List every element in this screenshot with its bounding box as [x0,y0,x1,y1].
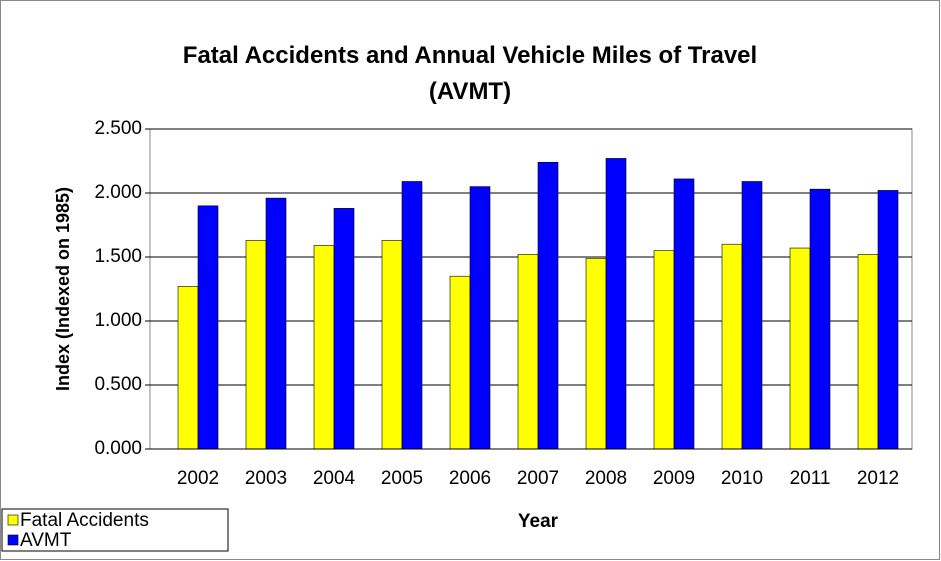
bar [245,240,267,450]
bar [381,240,403,450]
legend-label: AVMT [20,530,72,551]
bar [449,275,471,450]
bar [789,247,811,450]
x-tick-label: 2003 [245,468,287,489]
bar [721,243,743,450]
y-tick-label: 2.500 [94,118,142,139]
bar [333,208,355,450]
y-tick-label: 0.000 [94,438,142,459]
bar [197,205,219,450]
legend-box [1,508,229,552]
bar [857,254,879,450]
x-tick-label: 2011 [790,468,831,489]
y-tick-label: 0.500 [94,374,142,395]
x-tick-label: 2002 [177,468,219,489]
y-tick-label: 1.500 [94,246,142,267]
bar [401,181,423,450]
y-tick-label: 2.000 [94,182,142,203]
bar [537,161,559,450]
bar [653,250,675,450]
bar [517,254,539,450]
bar [605,158,627,450]
x-tick-label: 2005 [381,468,423,489]
x-tick-label: 2012 [857,468,899,489]
y-axis-label: Index (Indexed on 1985) [53,186,73,392]
bar [177,286,199,450]
x-tick-label: 2007 [517,468,559,489]
legend-label: Fatal Accidents [20,510,149,531]
bar [809,188,831,450]
x-tick-label: 2009 [653,468,695,489]
bar [741,181,763,450]
bar [673,178,695,450]
legend-swatch [7,514,19,526]
x-tick-label: 2004 [313,468,356,489]
x-tick-label: 2006 [449,468,491,489]
bar [469,186,491,450]
x-tick-label: 2010 [721,468,763,489]
y-tick-label: 1.000 [94,310,142,331]
bar [313,245,335,450]
bar [265,197,287,450]
x-tick-label: 2008 [585,468,627,489]
chart-title: Fatal Accidents and Annual Vehicle Miles… [182,42,758,105]
x-axis-label: Year [518,511,559,532]
legend-swatch [7,534,19,546]
bar [877,190,899,450]
bar [585,257,607,450]
